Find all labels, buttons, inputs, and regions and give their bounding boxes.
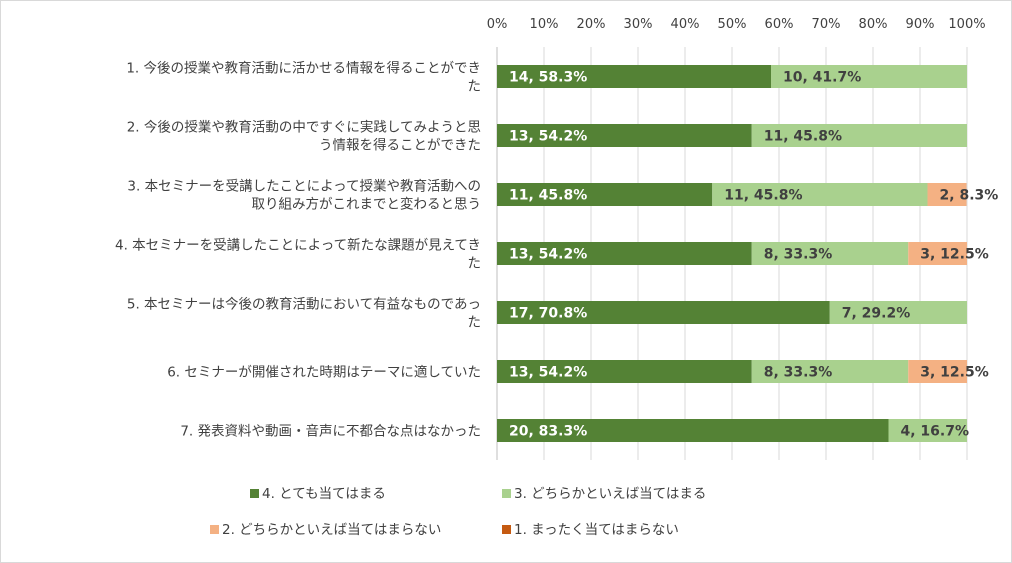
x-tick-label: 40% [671,17,700,32]
bar-segment [751,360,909,383]
bar-segment [751,124,967,147]
legend-swatch [502,525,511,534]
legend-label: 1. まったく当てはまらない [514,522,679,538]
legend-label: 4. とても当てはまる [262,486,386,502]
category-label: た [468,79,482,95]
data-label: 8, 33.3% [764,247,833,263]
bar-segment [497,360,752,383]
legend-swatch [210,525,219,534]
x-tick-label: 60% [765,17,794,32]
data-label: 17, 70.8% [509,306,587,322]
x-tick-label: 100% [948,17,985,32]
data-label: 7, 29.2% [842,306,911,322]
x-tick-label: 50% [718,17,747,32]
bar-segment [771,65,967,88]
legend-label: 2. どちらかといえば当てはまらない [222,522,441,538]
data-label: 10, 41.7% [783,70,861,86]
legend-label: 3. どちらかといえば当てはまる [514,486,706,502]
bar-segment [829,301,967,324]
category-label: た [468,315,482,331]
category-label: 取り組み方がこれまでと変わると思う [252,196,482,213]
x-tick-label: 0% [487,17,508,32]
bar-segment [888,419,967,442]
category-label: 2. 今後の授業や教育活動の中ですぐに実践してみようと思 [127,120,481,136]
bar-segment [908,360,967,383]
bar-segment [497,183,713,206]
bar-segment [497,301,830,324]
data-label: 8, 33.3% [764,365,833,381]
data-label: 14, 58.3% [509,70,587,86]
category-label: 3. 本セミナーを受講したことによって授業や教育活動への [127,179,481,195]
legend-swatch [250,489,259,498]
bar-segment [497,124,752,147]
category-label: 7. 発表資料や動画・音声に不都合な点はなかった [180,423,481,440]
data-label: 13, 54.2% [509,247,587,263]
x-tick-label: 20% [577,17,606,32]
bar-segment [497,419,889,442]
bar-segment [751,242,909,265]
data-label: 11, 45.8% [509,188,587,204]
data-label: 11, 45.8% [764,129,842,145]
category-label: た [468,256,482,272]
legend-swatch [502,489,511,498]
x-tick-label: 70% [812,17,841,32]
bar-segment [908,242,967,265]
x-tick-label: 10% [530,17,559,32]
data-label: 3, 12.5% [920,247,989,263]
x-tick-label: 80% [859,17,888,32]
data-label: 3, 12.5% [920,365,989,381]
bar-segment [497,242,752,265]
bar-segment [497,65,772,88]
category-label: 5. 本セミナーは今後の教育活動において有益なものであっ [127,297,481,313]
x-tick-label: 30% [624,17,653,32]
category-label: う情報を得ることができた [319,137,481,154]
bar-segment [712,183,928,206]
data-label: 20, 83.3% [509,424,587,440]
data-label: 4, 16.7% [901,424,970,440]
data-label: 2, 8.3% [940,188,999,204]
data-label: 13, 54.2% [509,365,587,381]
bar-segment [927,183,967,206]
x-tick-label: 90% [906,17,935,32]
category-label: 4. 本セミナーを受講したことによって新たな課題が見えてき [115,238,481,254]
category-label: 1. 今後の授業や教育活動に活かせる情報を得ることができ [126,60,481,77]
data-label: 13, 54.2% [509,129,587,145]
data-label: 11, 45.8% [724,188,802,204]
category-label: 6. セミナーが開催された時期はテーマに適していた [167,364,481,381]
